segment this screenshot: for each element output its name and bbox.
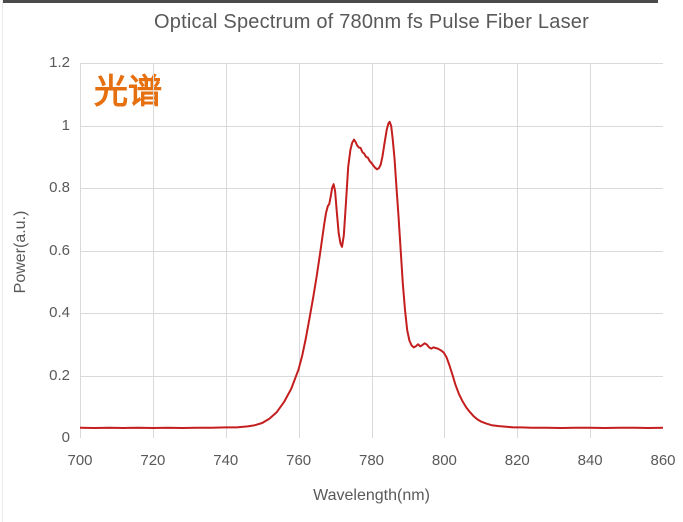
x-tick-label: 820	[504, 452, 530, 469]
x-tick-label: 720	[140, 452, 166, 469]
plot-region	[79, 63, 664, 439]
spectrum-annotation-cn: 光谱	[94, 73, 162, 111]
y-tick-label: 0.4	[49, 304, 70, 321]
x-tick-label: 800	[431, 452, 457, 469]
x-tick-label: 700	[67, 452, 93, 469]
x-tick-label: 860	[650, 452, 676, 469]
x-tick-label: 780	[358, 452, 385, 469]
x-tick-label: 760	[286, 452, 312, 469]
window-top-border	[3, 0, 658, 3]
x-axis-title: Wavelength(nm)	[313, 487, 430, 504]
y-tick-label: 1.2	[49, 54, 70, 71]
spectrum-curve	[79, 120, 664, 429]
y-tick-label: 0	[61, 429, 70, 446]
y-tick-label: 0.8	[49, 179, 70, 196]
x-tick-label: 740	[213, 452, 239, 469]
y-tick-label: 0.2	[49, 366, 70, 384]
y-tick-label: 1	[61, 116, 70, 134]
window-left-border	[2, 0, 3, 522]
y-tick-label: 0.6	[49, 241, 70, 259]
chart-title: Optical Spectrum of 780nm fs Pulse Fiber…	[154, 11, 589, 33]
x-tick-label: 840	[577, 452, 603, 469]
plot-canvas	[79, 63, 664, 439]
